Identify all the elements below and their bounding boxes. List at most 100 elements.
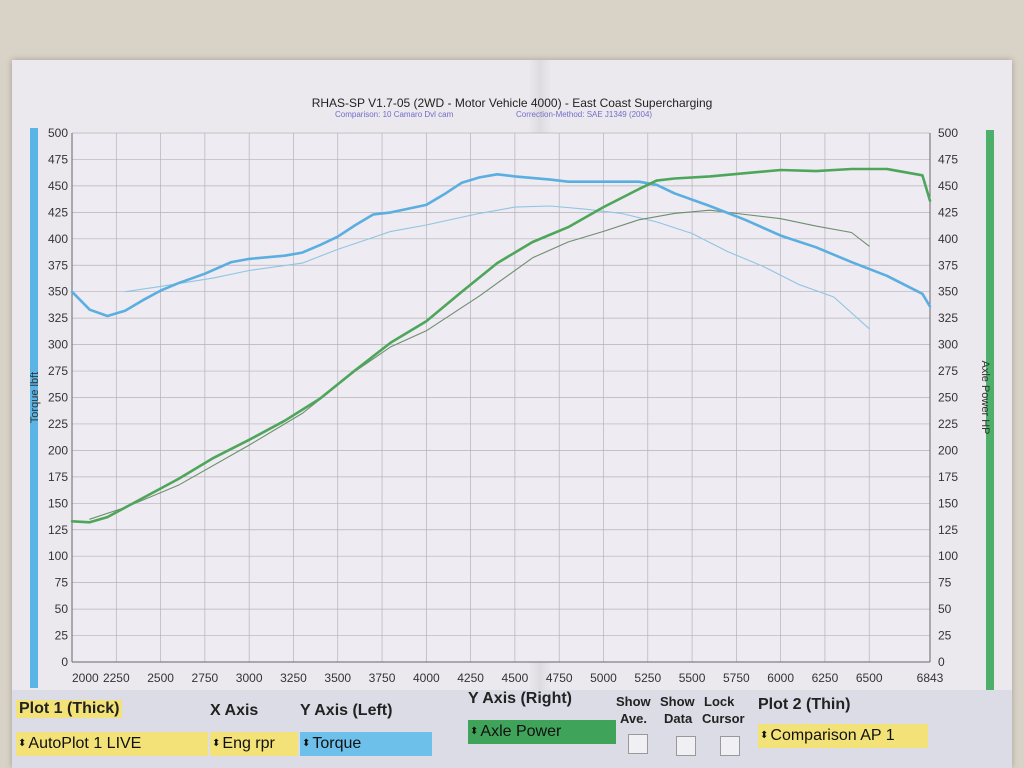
plot2-select[interactable]: ⬍ Comparison AP 1 [758, 724, 928, 748]
spinner-icon: ⬍ [212, 738, 221, 749]
show-data-label: Show [660, 694, 695, 709]
y-left-tick-label: 75 [55, 576, 69, 590]
y-left-tick-label: 450 [48, 179, 68, 193]
y-left-tick-label: 350 [48, 285, 68, 299]
x-tick-label: 6250 [812, 671, 839, 685]
thick-series-line [70, 173, 932, 318]
thin-series-line [89, 209, 870, 520]
x-tick-label: 2000 [72, 671, 99, 685]
y-left-tick-label: 425 [48, 205, 68, 219]
plot1-label: Plot 1 (Thick) [16, 700, 123, 718]
y-left-tick-label: 100 [48, 549, 68, 563]
y-left-tick-label: 400 [48, 232, 68, 246]
y-left-tick-label: 250 [48, 391, 68, 405]
show-ave-label-line2: Ave. [620, 711, 647, 726]
x-tick-label: 3250 [280, 671, 307, 685]
x-tick-label: 4250 [457, 671, 484, 685]
y-left-tick-label: 175 [48, 470, 68, 484]
plot1-select[interactable]: ⬍ AutoPlot 1 LIVE [16, 732, 208, 756]
x-tick-label: 6000 [767, 671, 794, 685]
x-tick-label: 4000 [413, 671, 440, 685]
y-left-tick-label: 0 [61, 655, 68, 669]
y-right-tick-label: 150 [938, 496, 958, 510]
chart-series [70, 167, 932, 524]
y-left-tick-label: 375 [48, 258, 68, 272]
y-axis-left-control-label: Y Axis (Left) [300, 702, 393, 719]
thick-series-line [70, 167, 932, 524]
lock-cursor-label-line2: Cursor [702, 711, 745, 726]
y-axis-right-control-label: Y Axis (Right) [468, 690, 573, 707]
y-right-tick-label: 100 [938, 549, 958, 563]
plot2-value: Comparison AP 1 [770, 727, 895, 745]
y-axis-right-select[interactable]: ⬍ Axle Power [468, 720, 616, 744]
spinner-icon: ⬍ [760, 730, 769, 741]
show-data-label-line2: Data [664, 711, 693, 726]
y-right-tick-label: 450 [938, 179, 958, 193]
y-axis-left-select[interactable]: ⬍ Torque [300, 732, 432, 756]
y-left-tick-label: 225 [48, 417, 68, 431]
x-tick-label: 3750 [369, 671, 396, 685]
y-right-tick-label: 0 [938, 655, 945, 669]
chart-grid [71, 132, 931, 663]
chart-title: RHAS-SP V1.7-05 (2WD - Motor Vehicle 400… [311, 96, 713, 110]
spinner-icon: ⬍ [302, 738, 311, 749]
y-left-tick-label: 475 [48, 152, 68, 166]
y-axis-right-value: Axle Power [480, 723, 562, 741]
x-tick-label: 3000 [236, 671, 263, 685]
x-tick-label: 2250 [103, 671, 130, 685]
spinner-icon: ⬍ [470, 726, 479, 737]
lock-cursor-label: Lock [704, 694, 735, 709]
y-axis-right-label: Axle Power HP [979, 361, 991, 435]
y-left-tick-label: 325 [48, 311, 68, 325]
lock-cursor-checkbox[interactable] [720, 736, 740, 756]
x-axis-select[interactable]: ⬍ Eng rpr [210, 732, 298, 756]
y-right-tick-label: 425 [938, 205, 958, 219]
y-right-tick-label: 325 [938, 311, 958, 325]
y-right-tick-label: 475 [938, 152, 958, 166]
y-right-tick-label: 275 [938, 364, 958, 378]
show-ave-checkbox[interactable] [628, 734, 648, 754]
left-axis-color-bar [30, 128, 38, 688]
y-left-tick-label: 25 [55, 629, 69, 643]
y-right-tick-label: 25 [938, 629, 952, 643]
y-right-tick-label: 75 [938, 576, 952, 590]
x-tick-label: 5750 [723, 671, 750, 685]
y-left-tick-label: 50 [55, 602, 69, 616]
right-axis-color-bar [986, 130, 994, 690]
y-right-tick-label: 350 [938, 285, 958, 299]
y-left-tick-label: 200 [48, 443, 68, 457]
x-tick-label: 5250 [634, 671, 661, 685]
y-right-tick-label: 175 [938, 470, 958, 484]
y-right-tick-label: 200 [938, 443, 958, 457]
chart-subtitle-correction: Correction-Method: SAE J1349 (2004) [516, 110, 653, 119]
x-tick-label: 4500 [502, 671, 529, 685]
x-tick-label: 2500 [147, 671, 174, 685]
y-right-tick-label: 50 [938, 602, 952, 616]
y-right-tick-label: 300 [938, 338, 958, 352]
thin-series-line [124, 205, 870, 330]
y-left-tick-label: 275 [48, 364, 68, 378]
x-tick-label: 3500 [324, 671, 351, 685]
show-ave-label: Show [616, 694, 651, 709]
y-left-tick-label: 150 [48, 496, 68, 510]
x-tick-label: 5500 [679, 671, 706, 685]
y-axis-left-value: Torque [312, 735, 362, 753]
x-axis-value: Eng rpr [222, 735, 275, 753]
y-axis-left-label: Torque lbft [29, 372, 41, 423]
show-data-checkbox[interactable] [676, 736, 696, 756]
y-left-tick-label: 300 [48, 338, 68, 352]
plot2-label: Plot 2 (Thin) [758, 696, 851, 713]
y-right-tick-label: 500 [938, 126, 958, 140]
x-tick-label: 5000 [590, 671, 617, 685]
x-tick-label: 6500 [856, 671, 883, 685]
x-axis-label: X Axis [210, 702, 259, 719]
x-tick-label: 4750 [546, 671, 573, 685]
plot-controls-panel: Plot 1 (Thick) ⬍ AutoPlot 1 LIVE X Axis ⬍… [12, 690, 1012, 768]
y-right-tick-label: 400 [938, 232, 958, 246]
y-right-tick-label: 250 [938, 391, 958, 405]
y-right-tick-label: 225 [938, 417, 958, 431]
chart-subtitle-comparison: Comparison: 10 Camaro Dvl cam [335, 110, 454, 119]
chart-ticks: 2000 2250 2500 2750 3000 3250 3500 3750 4000 4250… [48, 126, 958, 685]
spinner-icon: ⬍ [18, 738, 27, 749]
y-left-tick-label: 125 [48, 523, 68, 537]
